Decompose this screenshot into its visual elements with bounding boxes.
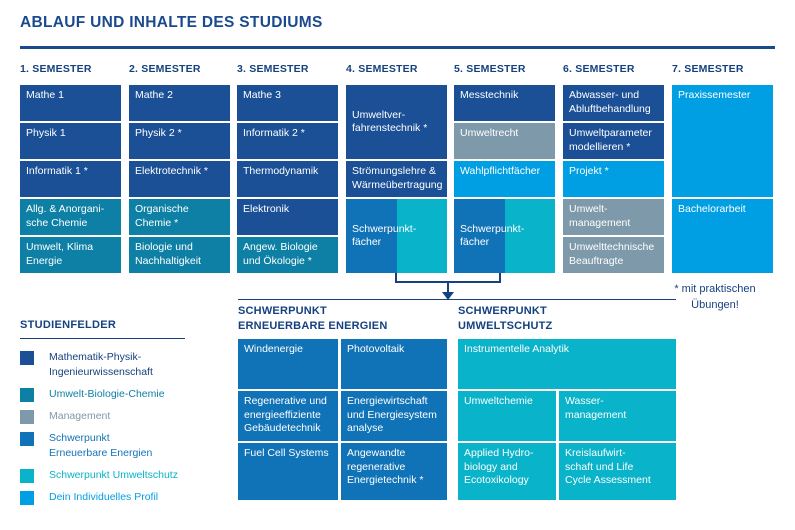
focus-block: Wasser- management <box>559 391 676 441</box>
course-label: Schwerpunkt- fächer <box>352 222 417 249</box>
focus-block: Umweltchemie <box>458 391 556 441</box>
focus-block: Instrumentelle Analytik <box>458 339 676 389</box>
semester-header-7: 7. SEMESTER <box>672 63 744 75</box>
semester-header-1: 1. SEMESTER <box>20 63 92 75</box>
course-block: Umwelt- management <box>563 199 664 235</box>
focus-block: Photovoltaik <box>341 339 447 389</box>
semester-header-6: 6. SEMESTER <box>563 63 635 75</box>
course-block: Biologie und Nachhaltigkeit <box>129 237 230 273</box>
page-title: ABLAUF UND INHALTE DES STUDIUMS <box>20 14 323 31</box>
legend-label: Management <box>49 410 111 422</box>
legend-title: STUDIENFELDER <box>20 319 117 331</box>
legend-item: Mathematik-Physik- Ingenieurwissenschaft <box>20 350 232 380</box>
umweltschutz-color-overlay <box>396 199 447 273</box>
course-block: Umweltparameter modellieren * <box>563 123 664 159</box>
course-block-schwerpunktfaecher: Schwerpunkt- fächer <box>454 199 555 273</box>
legend: STUDIENFELDER Mathematik-Physik- Ingenie… <box>20 319 232 512</box>
course-block: Elektronik <box>237 199 338 235</box>
focus-title-umweltschutz: SCHWERPUNKT UMWELTSCHUTZ <box>458 305 553 332</box>
focus-block: Fuel Cell Systems <box>238 443 338 500</box>
course-block: Mathe 1 <box>20 85 121 121</box>
legend-label: Mathematik-Physik- Ingenieurwissenschaft <box>49 351 153 378</box>
course-block: Thermodynamik <box>237 161 338 197</box>
course-block: Angew. Biologie und Ökologie * <box>237 237 338 273</box>
arrow-stem <box>447 283 449 293</box>
course-block: Physik 2 * <box>129 123 230 159</box>
legend-label: Schwerpunkt Umweltschutz <box>49 469 178 481</box>
color-swatch-mpi <box>20 351 34 365</box>
course-block: Physik 1 <box>20 123 121 159</box>
course-block: Informatik 1 * <box>20 161 121 197</box>
focus-block: Regenerative und energieeffiziente Gebäu… <box>238 391 338 441</box>
legend-label: Umwelt-Biologie-Chemie <box>49 388 165 400</box>
bracket-left-line <box>395 273 397 283</box>
course-block: Messtechnik <box>454 85 555 121</box>
down-arrow-icon <box>442 292 454 300</box>
legend-label: Dein Individuelles Profil <box>49 491 159 503</box>
footnote: * mit praktischen Übungen! <box>674 283 756 311</box>
course-label: Schwerpunkt- fächer <box>460 222 525 249</box>
semester-header-3: 3. SEMESTER <box>237 63 309 75</box>
semester-header-2: 2. SEMESTER <box>129 63 201 75</box>
course-block: Praxissemester <box>672 85 773 197</box>
course-block-schwerpunktfaecher: Schwerpunkt- fächer <box>346 199 447 273</box>
legend-item: Schwerpunkt Umweltschutz <box>20 468 232 483</box>
color-swatch-individuelles-profil <box>20 491 34 505</box>
focus-block: Applied Hydro- biology and Ecotoxikology <box>458 443 556 500</box>
legend-label: Schwerpunkt Erneuerbare Energien <box>49 432 153 459</box>
course-block: Strömungslehre & Wärmeübertragung <box>346 161 447 197</box>
focus-title-erneuerbare-energien: SCHWERPUNKT ERNEUERBARE ENERGIEN <box>238 305 388 332</box>
focus-block: Angewandte regenerative Energietechnik * <box>341 443 447 500</box>
focus-block: Kreislaufwirt- schaft und Life Cycle Ass… <box>559 443 676 500</box>
course-block: Umweltrecht <box>454 123 555 159</box>
legend-item: Schwerpunkt Erneuerbare Energien <box>20 431 232 461</box>
course-block: Umweltver- fahrenstechnik * <box>346 85 447 159</box>
course-block: Allg. & Anorgani- sche Chemie <box>20 199 121 235</box>
course-block: Wahlpflichtfächer <box>454 161 555 197</box>
focus-block: Energiewirtschaft und Energiesystem anal… <box>341 391 447 441</box>
focus-separator-line <box>238 299 676 300</box>
legend-rule <box>20 338 185 339</box>
course-block: Elektrotechnik * <box>129 161 230 197</box>
course-block: Umwelttechnische Beauftragte <box>563 237 664 273</box>
focus-block: Windenergie <box>238 339 338 389</box>
course-block: Projekt * <box>563 161 664 197</box>
course-block: Abwasser- und Abluftbehandlung <box>563 85 664 121</box>
color-swatch-management <box>20 410 34 424</box>
course-block: Bachelorarbeit <box>672 199 773 273</box>
legend-item: Dein Individuelles Profil <box>20 490 232 505</box>
course-block: Mathe 2 <box>129 85 230 121</box>
course-block: Mathe 3 <box>237 85 338 121</box>
color-swatch-ubc <box>20 388 34 402</box>
legend-item: Management <box>20 409 232 424</box>
course-block: Informatik 2 * <box>237 123 338 159</box>
course-block: Organische Chemie * <box>129 199 230 235</box>
semester-header-4: 4. SEMESTER <box>346 63 418 75</box>
course-block: Umwelt, Klima Energie <box>20 237 121 273</box>
color-swatch-umweltschutz <box>20 469 34 483</box>
semester-header-5: 5. SEMESTER <box>454 63 526 75</box>
bracket-right-line <box>499 273 501 283</box>
bracket-horizontal-line <box>395 281 501 283</box>
legend-item: Umwelt-Biologie-Chemie <box>20 387 232 402</box>
title-rule <box>20 46 775 49</box>
color-swatch-erneuerbare-energien <box>20 432 34 446</box>
umweltschutz-color-overlay <box>504 199 555 273</box>
